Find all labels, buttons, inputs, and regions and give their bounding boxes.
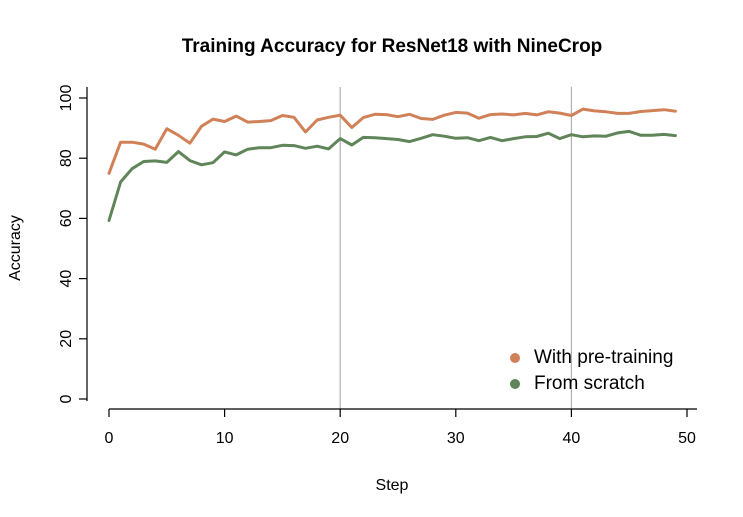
- legend-marker-2: [510, 379, 520, 389]
- legend-label-1: With pre-training: [534, 347, 673, 368]
- x-tick-label: 30: [447, 430, 465, 447]
- legend-marker-1: [510, 353, 520, 363]
- y-tick-label: 20: [58, 330, 75, 348]
- y-tick-label: 80: [58, 149, 75, 167]
- y-tick-label: 0: [58, 394, 75, 403]
- series-lines: [107, 107, 677, 222]
- tick-marks: 0 10 20 30 40 50 0 20 40 60 80 100: [58, 85, 696, 447]
- series-line-2: [107, 129, 677, 222]
- chart-title: Training Accuracy for ResNet18 with Nine…: [182, 36, 603, 57]
- x-axis-label: Step: [376, 477, 409, 494]
- vertical-reference-lines: [339, 87, 573, 409]
- axes: [86, 87, 697, 410]
- x-tick-label: 20: [331, 430, 349, 447]
- x-tick-label: 0: [105, 430, 114, 447]
- x-tick-label: 40: [563, 430, 581, 447]
- y-axis-label: Accuracy: [7, 215, 24, 281]
- y-tick-label: 60: [58, 209, 75, 227]
- legend-label-2: From scratch: [534, 373, 645, 394]
- series-line-1: [107, 107, 677, 175]
- y-tick-label: 40: [58, 270, 75, 288]
- x-tick-label: 10: [216, 430, 234, 447]
- x-tick-label: 50: [678, 430, 696, 447]
- legend: With pre-training From scratch: [510, 347, 673, 394]
- y-tick-label: 100: [58, 85, 75, 112]
